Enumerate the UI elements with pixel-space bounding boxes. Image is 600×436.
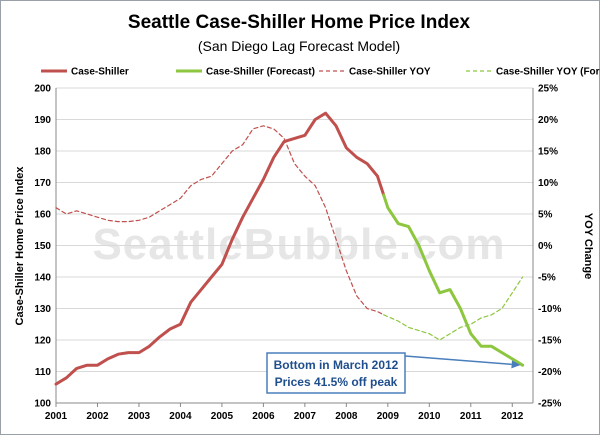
y-tick-label: 150 bbox=[34, 241, 51, 252]
y2-tick-label: 10% bbox=[538, 178, 558, 189]
x-tick-label: 2006 bbox=[252, 411, 275, 422]
x-tick-label: 2008 bbox=[335, 411, 358, 422]
annotation-arrow bbox=[404, 355, 512, 366]
y2-tick-label: -25% bbox=[538, 399, 561, 410]
series-line-2 bbox=[55, 125, 385, 316]
annotation-line-2: Prices 41.5% off peak bbox=[275, 375, 398, 389]
legend-label-1: Case-Shiller (Forecast) bbox=[206, 67, 315, 78]
grid bbox=[56, 87, 533, 404]
x-tick-label: 2003 bbox=[128, 411, 151, 422]
y-tick-label: 140 bbox=[34, 273, 51, 284]
y2-tick-label: 20% bbox=[538, 115, 558, 126]
y-tick-label: 100 bbox=[34, 399, 51, 410]
y-tick-label: 180 bbox=[34, 147, 51, 158]
x-tick-label: 2007 bbox=[294, 411, 317, 422]
y2-tick-label: 0% bbox=[538, 241, 553, 252]
y-tick-label: 120 bbox=[34, 336, 51, 347]
y2-tick-label: -20% bbox=[538, 367, 561, 378]
y2-tick-label: -5% bbox=[538, 273, 556, 284]
y-tick-label: 200 bbox=[34, 84, 51, 95]
series-line-3 bbox=[383, 276, 524, 341]
chart-title: Seattle Case-Shiller Home Price Index bbox=[128, 12, 471, 33]
y2-tick-label: -10% bbox=[538, 304, 561, 315]
right-tick-labels: -25% -20% -15% -10% -5% 0% 5% 10% 15% 20% 25% bbox=[538, 84, 561, 410]
x-tick-label: 2001 bbox=[45, 411, 68, 422]
legend-label-3: Case-Shiller YOY (Forecast) bbox=[496, 67, 600, 78]
x-tick-labels: 2001 2002 2003 2004 2005 2006 2007 2008 2009 2010… bbox=[45, 411, 524, 422]
x-tick-label: 2009 bbox=[377, 411, 400, 422]
y2-tick-label: -15% bbox=[538, 336, 561, 347]
x-tick-label: 2005 bbox=[211, 411, 234, 422]
annotation-callout: Bottom in March 2012 Prices 41.5% off pe… bbox=[266, 352, 521, 394]
annotation-line-1: Bottom in March 2012 bbox=[274, 358, 399, 372]
y2-axis-label: YOY Change bbox=[582, 213, 594, 279]
y2-tick-label: 5% bbox=[538, 210, 553, 221]
y2-tick-label: 15% bbox=[538, 147, 558, 158]
x-tick-label: 2004 bbox=[169, 411, 192, 422]
series-layer bbox=[54, 111, 525, 386]
chart-subtitle: (San Diego Lag Forecast Model) bbox=[198, 38, 400, 54]
y2-tick-label: 25% bbox=[538, 84, 558, 95]
x-tick-label: 2010 bbox=[418, 411, 441, 422]
axes bbox=[55, 88, 534, 407]
y-tick-label: 190 bbox=[34, 115, 51, 126]
annotation-box bbox=[266, 352, 406, 394]
legend: Case-Shiller Case-Shiller (Forecast) Case-… bbox=[41, 67, 600, 78]
x-tick-label: 2011 bbox=[460, 411, 482, 422]
annotation-arrowhead bbox=[511, 360, 521, 369]
x-tick-label: 2012 bbox=[501, 411, 524, 422]
y-tick-label: 130 bbox=[34, 304, 51, 315]
watermark: SeattleBubble.com bbox=[92, 220, 505, 269]
legend-label-2: Case-Shiller YOY bbox=[349, 67, 431, 78]
y-tick-label: 110 bbox=[35, 367, 52, 378]
series-line-0 bbox=[54, 111, 386, 386]
series-line-1 bbox=[382, 193, 525, 367]
y-axis-label: Case-Shiller Home Price Index bbox=[14, 166, 26, 326]
legend-label-0: Case-Shiller bbox=[71, 67, 129, 78]
y-tick-label: 160 bbox=[34, 210, 51, 221]
x-tick-label: 2002 bbox=[86, 411, 109, 422]
y-tick-label: 170 bbox=[34, 178, 51, 189]
left-tick-labels: 100 110 120 130 140 150 160 170 180 190 200 bbox=[34, 84, 51, 410]
